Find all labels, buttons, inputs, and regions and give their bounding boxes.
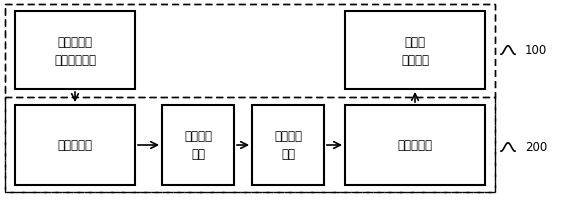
Bar xyxy=(5,5,495,192)
Text: 第二悬空
波导: 第二悬空 波导 xyxy=(274,130,302,161)
Text: 第一悬空
波导: 第一悬空 波导 xyxy=(184,130,212,161)
Bar xyxy=(345,12,485,90)
Text: 光电流
检测电路: 光电流 检测电路 xyxy=(401,35,429,66)
Bar xyxy=(15,105,135,185)
Text: 100: 100 xyxy=(525,44,547,57)
Bar xyxy=(5,98,495,192)
Bar xyxy=(5,5,495,98)
Text: 200: 200 xyxy=(525,141,547,154)
Bar xyxy=(15,12,135,90)
Bar xyxy=(252,105,324,185)
Text: 光电检测器: 光电检测器 xyxy=(397,139,432,152)
Text: 发光二极管: 发光二极管 xyxy=(58,139,92,152)
Bar xyxy=(345,105,485,185)
Bar xyxy=(162,105,234,185)
Text: 发光二极管
驱动控制电路: 发光二极管 驱动控制电路 xyxy=(54,35,96,66)
